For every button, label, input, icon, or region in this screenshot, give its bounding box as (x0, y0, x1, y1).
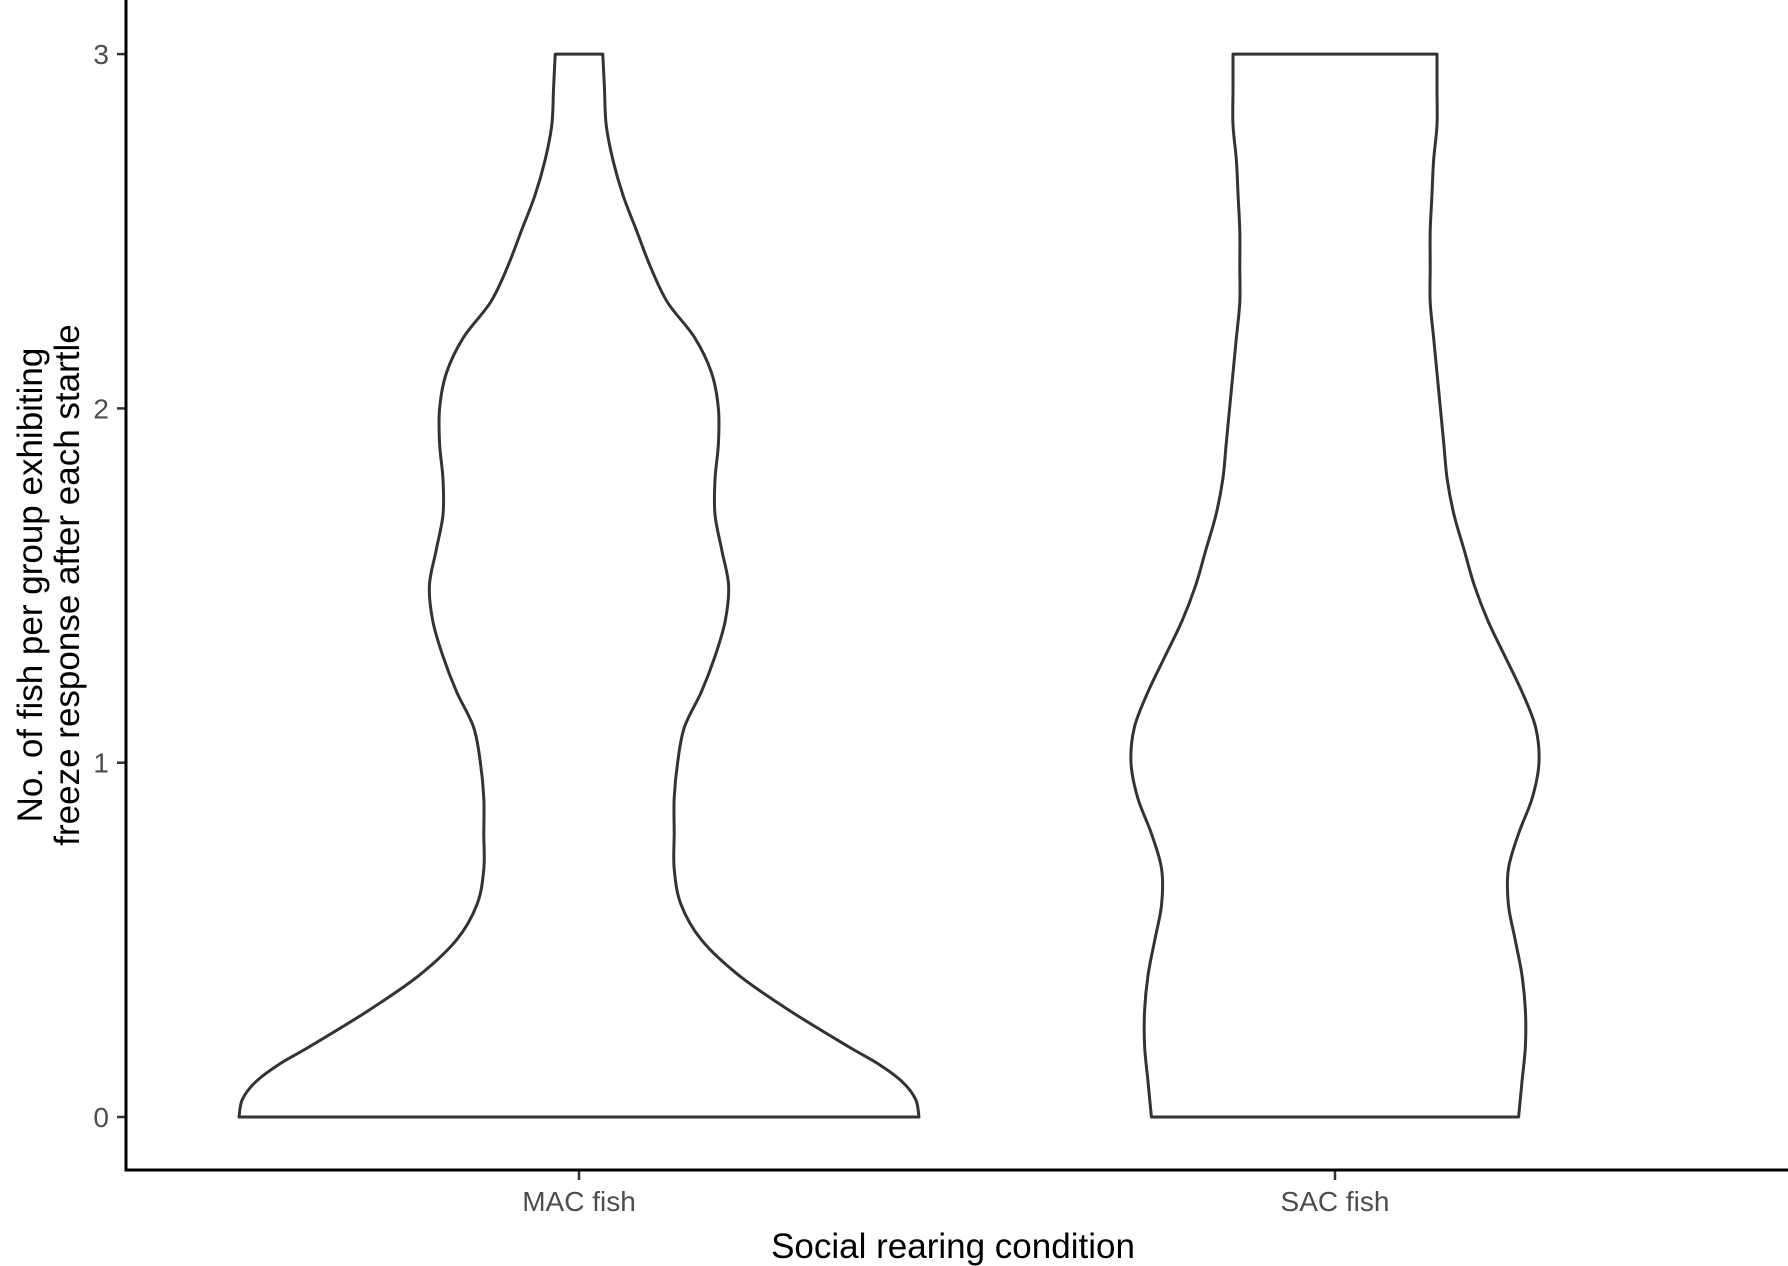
violin-plot-area (237, 52, 1541, 1119)
y-axis-title-line-1: No. of fish per group exhibiting (11, 348, 50, 823)
y-tick-label: 2 (93, 393, 109, 424)
y-tick-label: 1 (93, 748, 109, 779)
y-axis-ticks: 0 1 2 3 (93, 39, 126, 1133)
x-tick-label: SAC fish (1281, 1186, 1390, 1217)
violin-mac-fish (237, 52, 921, 1119)
x-axis-title: Social rearing condition (771, 1227, 1135, 1266)
violin-sac-fish (1129, 52, 1541, 1119)
x-tick-label: MAC fish (522, 1186, 636, 1217)
y-tick-label: 0 (93, 1102, 109, 1133)
x-axis-ticks: MAC fish SAC fish (522, 1170, 1389, 1217)
y-tick-label: 3 (93, 39, 109, 70)
y-axis-title-line-2: freeze response after each startle (48, 324, 87, 845)
y-axis-title: No. of fish per group exhibiting freeze … (11, 324, 87, 845)
